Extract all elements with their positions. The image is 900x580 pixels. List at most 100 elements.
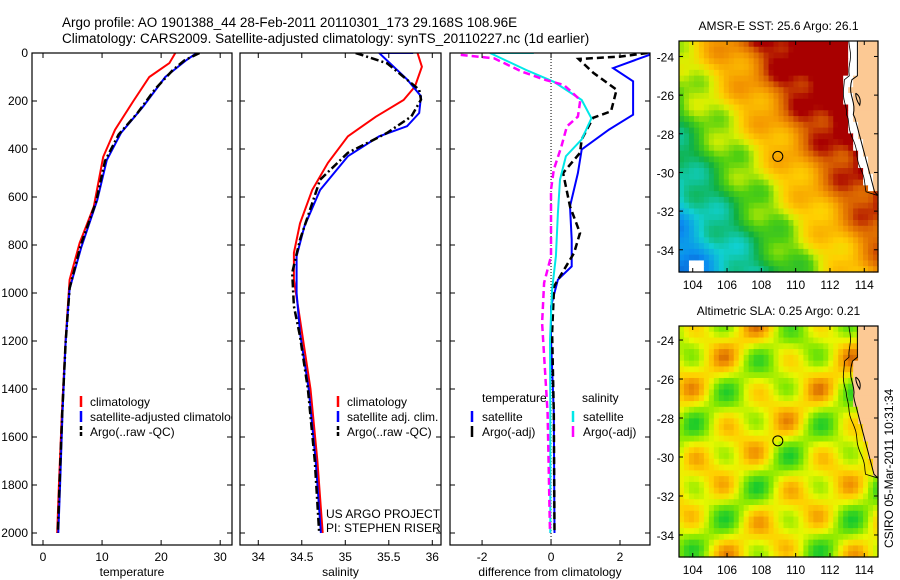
map-cell [688, 121, 695, 129]
map-cell [713, 481, 720, 489]
map-cell [808, 208, 814, 215]
map-cell [679, 493, 685, 500]
map-cell [813, 260, 819, 267]
map-cell [813, 133, 819, 140]
map-cell [848, 179, 854, 186]
map-cell [733, 522, 740, 529]
map-cell [863, 168, 869, 175]
map-cell [808, 46, 814, 54]
map-cell [778, 133, 785, 140]
map-cell [698, 435, 705, 443]
map-cell [868, 191, 874, 198]
map-cell [798, 243, 804, 250]
map-cell [738, 481, 745, 489]
map-cell [778, 522, 785, 529]
map-cell [713, 516, 720, 523]
map-cell [713, 354, 720, 362]
map-cell [818, 406, 824, 414]
map-cell [833, 98, 839, 106]
map-cell [873, 127, 879, 135]
map-cell [818, 331, 824, 339]
map-cell [703, 481, 710, 489]
map-cell [853, 551, 859, 558]
map-cell [758, 52, 765, 59]
map-cell [823, 505, 829, 512]
map-cell [728, 196, 735, 204]
map-cell [698, 150, 705, 158]
map-cell [838, 499, 844, 506]
map-cell [728, 87, 735, 94]
map-cell [848, 424, 854, 431]
map-cell [713, 470, 720, 477]
map-cell [843, 349, 849, 356]
map-cell [798, 116, 804, 123]
map-cell [808, 237, 814, 244]
map-cell [743, 231, 750, 238]
map-cell [843, 551, 849, 558]
map-cell [753, 266, 760, 273]
map-cell [848, 447, 854, 454]
map-cell [743, 470, 750, 477]
map-cell [738, 528, 745, 535]
map-cell [853, 104, 859, 111]
map-cell [853, 150, 859, 158]
map-cell [778, 139, 785, 146]
map-cell [868, 418, 874, 425]
map-cell [823, 52, 829, 59]
map-cell [808, 121, 814, 129]
map-cell [863, 377, 869, 385]
map-cell [798, 395, 804, 402]
map-cell [863, 110, 869, 117]
map-cell [843, 110, 849, 117]
map-cell [693, 260, 700, 267]
map-cell [733, 487, 740, 495]
map-cell [843, 52, 849, 59]
map-cell [758, 464, 765, 471]
map-cell [803, 545, 809, 552]
map-cell [748, 366, 755, 373]
map-cell [683, 464, 690, 471]
map-cell [863, 127, 869, 135]
map-cell [753, 116, 760, 123]
map-cell [688, 133, 695, 140]
map-cell [863, 354, 869, 362]
map-cell [803, 156, 809, 163]
map-cell [679, 104, 685, 111]
map-cell [788, 191, 795, 198]
map-cell [783, 354, 790, 362]
lon-tick-label: 108 [751, 278, 771, 292]
map-cell [788, 110, 795, 117]
map-cell [758, 121, 765, 129]
map-cell [818, 522, 824, 529]
map-cell [683, 487, 690, 495]
map-cell [748, 110, 755, 117]
map-cell [743, 533, 750, 541]
map-cell [723, 424, 730, 431]
map-cell [693, 162, 700, 169]
map-cell [863, 202, 869, 210]
map-cell [758, 162, 765, 169]
map-cell [833, 453, 839, 460]
map-cell [713, 453, 720, 460]
map-cell [858, 470, 864, 477]
map-cell [758, 110, 765, 117]
map-cell [858, 424, 864, 431]
map-cell [788, 470, 795, 477]
map-cell [803, 69, 809, 77]
map-cell [683, 401, 690, 408]
map-cell [718, 121, 725, 129]
map-cell [838, 202, 844, 210]
map-cell [723, 447, 730, 454]
map-cell [738, 516, 745, 523]
map-cell [828, 545, 834, 552]
map-cell [793, 64, 799, 71]
map-cell [783, 237, 790, 244]
map-cell [873, 104, 879, 111]
map-cell [833, 470, 839, 477]
map-cell [828, 470, 834, 477]
map-cell [803, 505, 809, 512]
map-cell [698, 447, 705, 454]
map-cell [823, 202, 829, 210]
map-cell [748, 372, 755, 379]
map-cell [698, 179, 705, 186]
